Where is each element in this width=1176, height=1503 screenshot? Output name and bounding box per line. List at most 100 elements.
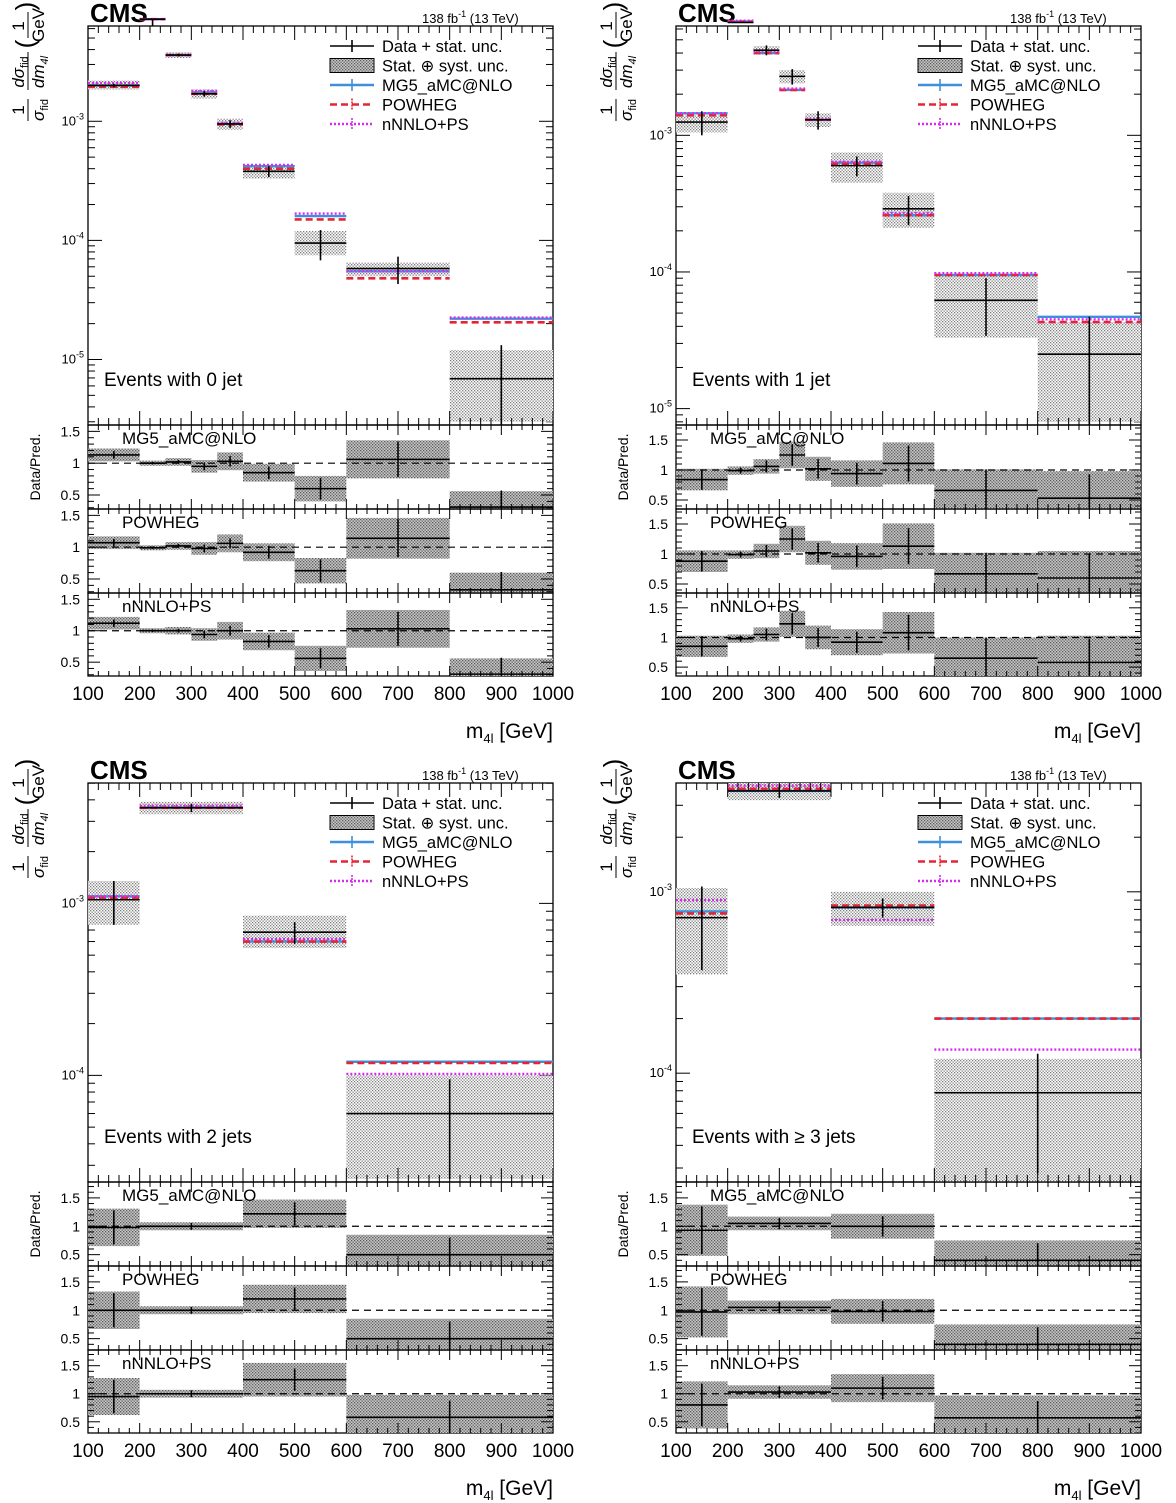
ratio-panel-1: 0.5 1 1.5 MG5_aMC@NLO: [649, 1181, 1142, 1267]
x-tick-label: 600: [330, 1441, 362, 1462]
x-tick-label: 700: [382, 1441, 414, 1462]
x-tick-label: 500: [867, 684, 899, 705]
y-title-dsigma: dσfid: [9, 813, 31, 844]
ratio-tick-label: 1.5: [649, 1190, 669, 1206]
ratio-tick-label: 0.5: [649, 1414, 669, 1430]
x-tick-label: 200: [124, 684, 156, 705]
y-title-sigma: σfid: [617, 856, 639, 878]
legend-item-nnnlo: nNNLO+PS: [918, 116, 1057, 134]
ratio-axis-title: Data/Pred.: [27, 1191, 43, 1258]
luminosity-label: 138 fb-1 (13 TeV): [1010, 9, 1107, 26]
legend-label: Data + stat. unc.: [970, 38, 1091, 56]
legend-item-band: Stat. ⊕ syst. unc.: [917, 815, 1097, 833]
legend-item-data: Data + stat. unc.: [918, 38, 1091, 56]
y-title-dm: dm4l: [29, 55, 51, 88]
legend-label: nNNLO+PS: [382, 873, 469, 891]
ratio-axis-title: Data/Pred.: [615, 434, 631, 501]
ratio-tick-label: 0.5: [61, 487, 81, 503]
y-title-sigma: σfid: [29, 856, 51, 878]
legend-item-data: Data + stat. unc.: [330, 38, 503, 56]
ratio-prediction-label: MG5_aMC@NLO: [122, 1186, 256, 1205]
legend-band-swatch: [329, 815, 375, 830]
dm-sub: 4l: [39, 812, 51, 821]
lumi-prefix: 138 fb: [1010, 11, 1046, 26]
x-title-unit: [GeV]: [493, 720, 553, 743]
ratio-panel-2: 0.5 1 1.5 POWHEG: [61, 1265, 554, 1351]
lumi-exponent: -1: [458, 766, 466, 776]
x-tick-label: 800: [434, 1441, 466, 1462]
ratio-panel-3: 0.5 1 1.5 nNNLO+PS: [649, 592, 1142, 677]
ratio-tick-label: 1: [72, 623, 80, 639]
ratio-tick-label: 1.5: [61, 507, 81, 523]
x-tick-label: 400: [815, 1441, 847, 1462]
luminosity-label: 138 fb-1 (13 TeV): [422, 766, 519, 783]
category-label: Events with ≥ 3 jets: [692, 1127, 856, 1148]
x-tick-label: 500: [279, 684, 311, 705]
x-tick-label: 600: [918, 1441, 950, 1462]
x-title-main: m: [1054, 1477, 1072, 1500]
lumi-prefix: 138 fb: [422, 11, 458, 26]
ratio-panel-1: 0.5 1 1.5 MG5_aMC@NLO: [61, 1181, 554, 1267]
y-tick-exponent: -3: [76, 111, 84, 121]
y-tick-exponent: -3: [664, 882, 672, 892]
legend-label: POWHEG: [382, 97, 457, 115]
y-title-rparen: ): [598, 759, 628, 768]
legend-item-mg5: MG5_aMC@NLO: [330, 77, 513, 95]
y-title-rparen: ): [10, 2, 40, 11]
ratio-tick-label: 1: [660, 1386, 668, 1402]
ratio-tick-label: 1: [660, 462, 668, 478]
lumi-prefix: 138 fb: [422, 768, 458, 783]
y-title-unit-den: GeV: [29, 764, 48, 799]
legend-item-powheg: POWHEG: [330, 97, 457, 115]
dm-sym: dm: [29, 64, 48, 88]
ratio-panel-2: 0.5 1 1.5 POWHEG: [649, 508, 1142, 594]
legend-label: Stat. ⊕ syst. unc.: [382, 58, 509, 76]
ratio-tick-label: 0.5: [61, 571, 81, 587]
ratio-tick-label: 1: [72, 1218, 80, 1234]
ratio-tick-label: 1.5: [61, 1358, 81, 1374]
lumi-suffix: (13 TeV): [1054, 768, 1107, 783]
ratio-tick-label: 0.5: [649, 1247, 669, 1263]
fid-sub2: fid: [19, 56, 31, 68]
y-title-dm: dm4l: [29, 812, 51, 845]
y-tick-exponent: -3: [76, 893, 84, 903]
x-title-sub: 4l: [483, 731, 493, 746]
ratio-tick-label: 0.5: [649, 576, 669, 592]
ratio-panel-3: 0.5 1 1.5 nNNLO+PS: [61, 591, 554, 677]
y-tick-exponent: -4: [76, 230, 84, 240]
y-title-dm: dm4l: [617, 812, 639, 845]
y-tick-base: 10: [62, 232, 76, 247]
ratio-tick-label: 0.5: [61, 654, 81, 670]
legend-item-data: Data + stat. unc.: [918, 795, 1091, 813]
legend-label: Data + stat. unc.: [382, 795, 503, 813]
ratio-tick-label: 0.5: [649, 659, 669, 675]
ratio-tick-label: 1.5: [649, 1274, 669, 1290]
y-tick-exponent: -4: [664, 1063, 672, 1073]
ratio-tick-label: 0.5: [61, 1414, 81, 1430]
ratio-tick-label: 0.5: [649, 492, 669, 508]
legend-item-band: Stat. ⊕ syst. unc.: [329, 815, 509, 833]
lumi-suffix: (13 TeV): [466, 768, 519, 783]
x-title-sub: 4l: [1071, 731, 1081, 746]
x-title-sub: 4l: [1071, 1488, 1081, 1503]
y-title-dsigma: dσfid: [597, 813, 619, 844]
x-axis-title: m4l [GeV]: [466, 720, 553, 746]
y-tick-label: 10-4: [650, 1063, 672, 1080]
legend-label: Stat. ⊕ syst. unc.: [970, 815, 1097, 833]
ratio-axis-title: Data/Pred.: [615, 1191, 631, 1258]
dm-sym: dm: [29, 821, 48, 845]
x-tick-label: 100: [660, 1441, 692, 1462]
y-tick-label: 10-4: [62, 1065, 84, 1082]
y-title-unit-num: 1: [597, 778, 616, 787]
x-tick-label: 200: [712, 1441, 744, 1462]
y-tick-base: 10: [62, 895, 76, 910]
y-tick-label: 10-3: [62, 111, 84, 128]
ratio-prediction-label: POWHEG: [710, 513, 787, 532]
x-tick-label: 300: [175, 684, 207, 705]
ratio-tick-label: 1: [660, 546, 668, 562]
y-title-sigma: σfid: [617, 99, 639, 121]
legend-label: MG5_aMC@NLO: [382, 834, 513, 852]
legend-item-powheg: POWHEG: [918, 854, 1045, 872]
